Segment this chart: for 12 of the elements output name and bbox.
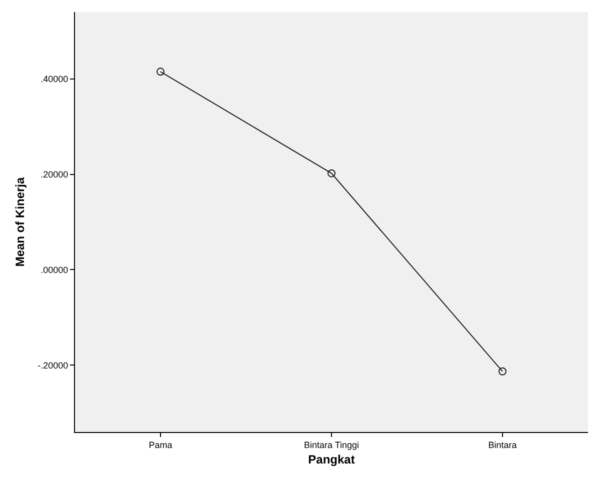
y-tick-label: .20000 xyxy=(40,169,68,180)
point xyxy=(328,169,336,178)
y-tick-label: -.20000 xyxy=(38,360,68,370)
x-axis-title: Pangkat xyxy=(308,452,355,467)
y-tick-label: .00000 xyxy=(40,264,68,275)
y-tick-label: .40000 xyxy=(40,74,68,84)
x-tick-label: Pama xyxy=(148,440,172,450)
x-tick-label: Bintara xyxy=(488,440,517,450)
x-tick-label: Bintara Tinggi xyxy=(304,440,360,450)
point xyxy=(156,68,164,76)
point xyxy=(498,367,506,376)
y-axis-title: Mean of Kinerja xyxy=(12,177,27,267)
